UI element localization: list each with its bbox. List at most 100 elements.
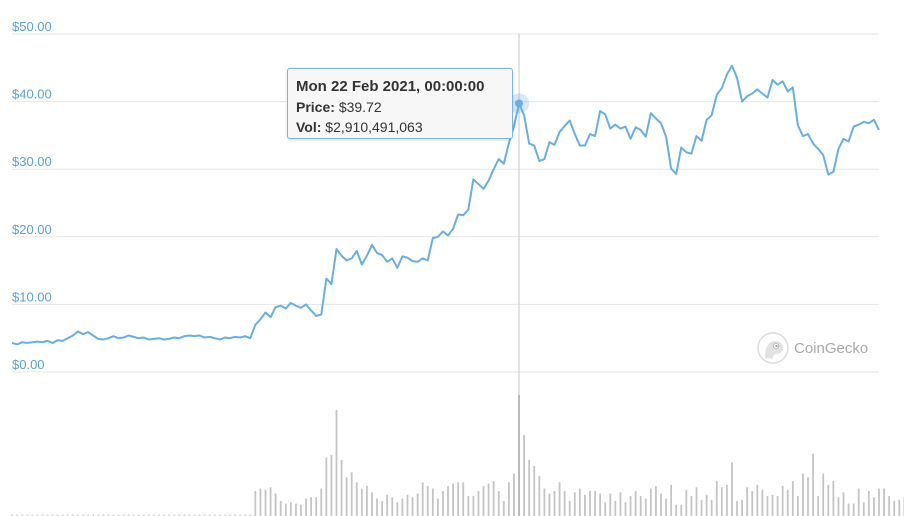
volume-bar — [507, 482, 510, 516]
volume-bar — [883, 488, 885, 516]
volume-bar — [234, 514, 236, 516]
volume-bar — [127, 514, 130, 516]
volume-bar — [685, 489, 688, 516]
volume-bar — [888, 496, 891, 516]
coingecko-watermark: CoinGecko — [757, 332, 868, 364]
volume-bar — [330, 454, 333, 516]
volume-bar — [528, 459, 531, 516]
y-tick-label: $20.00 — [12, 222, 52, 237]
volume-bar — [107, 514, 110, 516]
volume-bar — [543, 488, 546, 516]
volume-bar — [198, 514, 201, 516]
volume-bar — [695, 487, 698, 516]
volume-bar — [436, 498, 439, 516]
volume-bar — [665, 498, 667, 516]
volume-bar — [102, 514, 105, 516]
volume-bar — [264, 489, 267, 516]
volume-bar — [300, 504, 302, 516]
volume-bar — [609, 493, 612, 516]
volume-bar — [310, 497, 313, 516]
volume-bar — [56, 514, 59, 516]
volume-bar — [477, 491, 480, 516]
volume-bar — [893, 501, 896, 516]
volume-bar — [325, 457, 328, 516]
volume-bar — [350, 472, 353, 516]
volume-bar — [305, 498, 307, 516]
volume-bar — [578, 488, 581, 516]
volume-bar — [142, 514, 145, 516]
volume-bar — [700, 499, 703, 516]
volume-bar — [122, 514, 125, 516]
volume-bar — [513, 473, 515, 516]
volume-bar — [563, 491, 566, 516]
volume-bar — [51, 514, 54, 516]
volume-bar — [796, 496, 799, 516]
volume-bar — [766, 496, 769, 516]
volume-bar — [705, 494, 708, 516]
volume-bar — [548, 493, 551, 516]
volume-bar — [274, 493, 277, 516]
price-tooltip: Mon 22 Feb 2021, 00:00:00 Price: $39.72 … — [287, 68, 513, 139]
volume-bar — [77, 514, 79, 516]
volume-bar — [381, 501, 384, 516]
volume-bar — [153, 514, 155, 516]
volume-bar — [320, 488, 323, 516]
volume-bar — [178, 514, 181, 516]
volume-bar — [639, 496, 642, 516]
volume-bar — [457, 482, 460, 516]
volume-bar — [173, 514, 176, 516]
volume-bar — [452, 483, 455, 516]
volume-bar — [558, 482, 561, 516]
volume-bar — [254, 491, 257, 516]
volume-bar — [36, 514, 39, 516]
volume-bar — [462, 482, 465, 516]
volume-bar — [690, 496, 693, 516]
volume-bar — [725, 484, 728, 516]
volume-bar — [857, 488, 860, 516]
volume-bar — [655, 486, 657, 516]
volume-bar — [736, 501, 738, 516]
volume-bar — [224, 514, 226, 516]
volume-bar — [589, 491, 591, 516]
volume-bar — [624, 502, 627, 516]
volume-bar — [822, 473, 825, 516]
volume-bar — [634, 491, 637, 516]
volume-bar — [670, 484, 673, 516]
volume-bar — [599, 493, 602, 516]
volume-bar — [366, 486, 368, 516]
y-tick-label: $50.00 — [12, 19, 52, 34]
volume-bar — [553, 491, 556, 516]
hover-point — [515, 99, 524, 108]
volume-bar — [442, 491, 444, 516]
volume-bar — [776, 496, 779, 516]
volume-bar — [132, 514, 135, 516]
volume-bar — [396, 502, 399, 516]
volume-bar — [284, 503, 287, 516]
volume-bar — [746, 487, 749, 516]
volume-bar — [649, 488, 652, 516]
volume-bar — [538, 476, 541, 516]
volume-bar — [218, 514, 221, 516]
volume-bar — [472, 496, 475, 516]
tooltip-price-row: Price: $39.72 — [296, 97, 504, 117]
volume-bar — [259, 488, 262, 516]
volume-bar — [802, 473, 804, 516]
tooltip-price-value: $39.72 — [338, 99, 382, 115]
volume-bar — [604, 502, 607, 516]
volume-bar — [837, 497, 840, 516]
volume-bar — [898, 499, 901, 516]
volume-bar — [781, 486, 784, 516]
volume-bar — [147, 514, 150, 516]
volume-bar — [208, 514, 211, 516]
volume-bar — [239, 514, 242, 516]
volume-bar — [411, 497, 414, 516]
volume-bar — [41, 514, 44, 516]
volume-bar — [827, 484, 830, 516]
volume-bar — [842, 492, 845, 516]
volume-bar — [26, 514, 29, 516]
volume-bar — [832, 481, 835, 516]
volume-bar — [340, 459, 343, 516]
volume-bar — [16, 514, 18, 516]
volume-bar — [867, 491, 870, 516]
